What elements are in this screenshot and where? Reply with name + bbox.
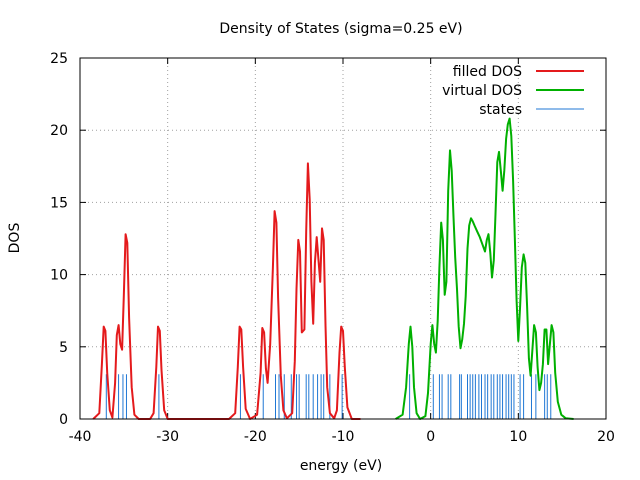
- y-tick-label: 20: [50, 123, 68, 139]
- x-tick-label: -20: [244, 429, 267, 445]
- x-tick-label: -40: [69, 429, 92, 445]
- grid-lines: [80, 58, 606, 419]
- y-tick-label: 5: [59, 340, 68, 356]
- filled-DOS-line: [92, 162, 361, 420]
- x-tick-label: -30: [156, 429, 179, 445]
- legend-label: virtual DOS: [442, 83, 522, 99]
- x-axis-label: energy (eV): [300, 458, 382, 474]
- x-tick-label: 0: [426, 429, 435, 445]
- y-tick-label: 0: [59, 412, 68, 428]
- y-axis-label: DOS: [7, 223, 23, 254]
- legend-label: states: [479, 102, 522, 118]
- states-series: [105, 374, 552, 419]
- x-tick-label: -10: [332, 429, 355, 445]
- legend-label: filled DOS: [453, 64, 522, 80]
- plot-frame: [79, 57, 607, 420]
- y-tick-label: 15: [50, 195, 68, 211]
- y-tick-label: 10: [50, 268, 68, 284]
- virtual-DOS-line: [395, 117, 574, 420]
- axis-ticks: -40 -30 -20 -10 0 10 20 0 5 10 15 20 25: [50, 51, 615, 445]
- y-tick-label: 25: [50, 51, 68, 67]
- x-tick-label: 10: [509, 429, 527, 445]
- dos-lines: [92, 117, 574, 420]
- x-tick-label: 20: [597, 429, 615, 445]
- legend: filled DOS virtual DOS states: [442, 64, 584, 118]
- chart-title: Density of States (sigma=0.25 eV): [219, 21, 462, 37]
